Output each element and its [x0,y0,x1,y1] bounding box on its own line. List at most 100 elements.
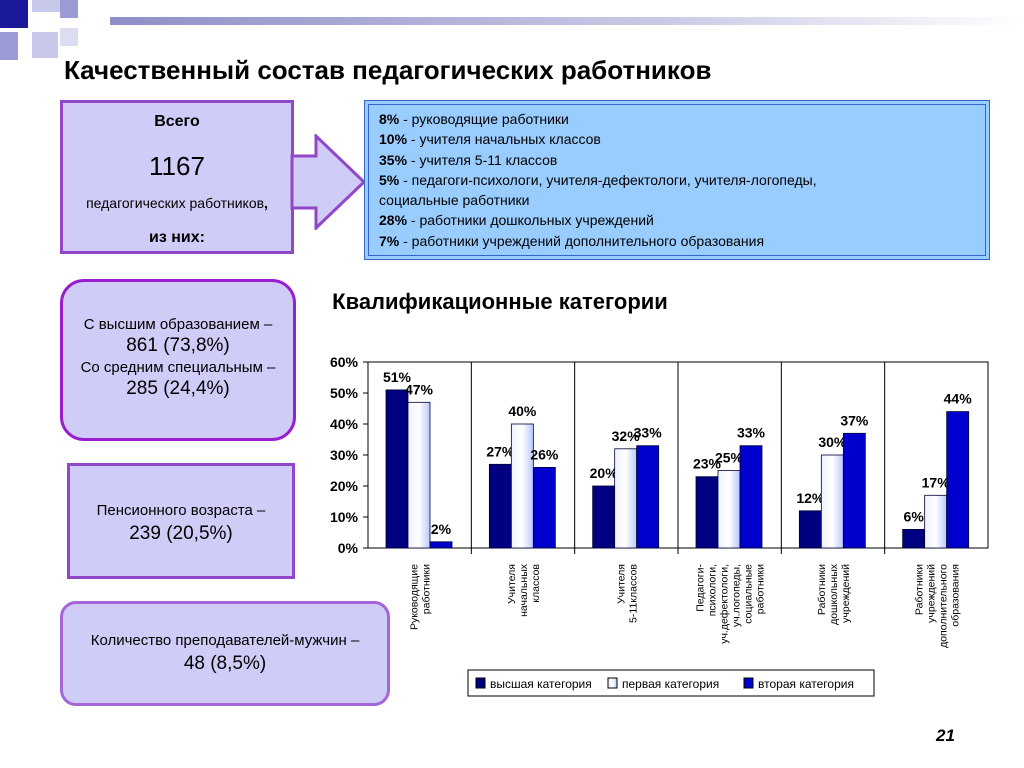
legend-label: вторая категория [758,677,854,691]
data-label: 6% [904,508,925,524]
y-tick-label: 60% [330,354,359,370]
composition-line: 10% - учителя начальных классов [379,131,601,148]
category-label: учреждений [840,564,852,623]
category-label: дошкольных [828,563,840,625]
total-number: 1167 [149,151,205,181]
data-label: 51% [383,369,412,385]
composition-line: 8% - руководящие работники [379,111,569,127]
corner-square-3 [60,0,78,18]
total-label: Всего [154,113,200,130]
y-tick-label: 30% [330,447,359,463]
data-label: 33% [737,425,766,441]
bar-0 [385,389,409,549]
bar-0 [695,476,719,549]
pension-value: 239 (20,5%) [129,523,233,544]
legend-label: первая категория [622,677,719,691]
data-label: 47% [405,381,434,397]
secondary-education-label: Со средним специальным – [80,359,276,376]
y-tick-label: 40% [330,416,359,432]
category-label: 5-11классов [627,564,639,623]
data-label: 44% [944,391,973,407]
total-staff-box: Всего 1167 педагогических работников, из… [60,100,294,254]
composition-box: 8% - руководящие работники 10% - учителя… [364,100,990,260]
total-description: педагогических работников, [86,195,268,211]
category-label: Педагоги- [695,564,707,612]
legend-swatch [607,677,618,689]
category-label: дополнительного [937,564,949,648]
bar-2 [739,445,763,549]
education-box: С высшим образованием – 861 (73,8%) Со с… [60,279,296,441]
bar-1 [510,423,534,549]
composition-line: 7% - работники учреждений дополнительног… [379,232,765,249]
chart-title: Квалификационные категории [332,289,668,314]
arrow-right-icon [290,134,367,230]
data-label: 27% [486,443,515,459]
legend-label: высшая категория [490,677,592,691]
category-label: начальных [518,563,530,617]
category-label: социальные [743,564,755,624]
y-tick-label: 0% [338,540,359,556]
data-label: 26% [530,446,559,462]
corner-square-5 [32,32,58,58]
data-label: 23% [693,456,722,472]
legend [467,669,875,697]
composition-line: 5% - педагоги-психологи, учителя-дефекто… [379,171,817,188]
bar-0 [592,485,616,549]
page-title: Качественный состав педагогических работ… [64,55,712,85]
composition-line: 28% - работники дошкольных учреждений [379,212,654,229]
category-label: Учителя [506,564,518,604]
data-label: 2% [431,521,452,537]
male-teachers-value: 48 (8,5%) [183,653,267,674]
data-label: 33% [634,425,663,441]
bar-0 [488,463,512,549]
data-label: 17% [922,474,951,490]
higher-education-label: С высшим образованием – [83,316,273,333]
corner-square-2 [32,0,60,12]
qualification-chart: 0% 10% 20% 30% 40% 50% 60% 51% 27% 20% 23% 12% 6% 47%… [330,354,989,697]
higher-education-value: 861 (73,8%) [126,335,230,356]
corner-square-4 [0,32,18,60]
male-teachers-label: Количество преподавателей-мужчин – [90,632,360,649]
y-tick-label: 10% [330,509,359,525]
total-of-which: из них: [149,229,205,246]
pension-label: Пенсионного возраста – [96,502,266,519]
category-label: классов [530,564,542,603]
data-label: 12% [796,490,825,506]
bar-2 [429,541,453,549]
category-label: работники [755,564,767,614]
category-label: уч.дефектологи, [719,564,731,644]
corner-square-6 [60,28,78,46]
category-label: психологи, [707,564,719,616]
bar-1 [717,470,741,549]
composition-line: социальные работники [379,192,530,209]
data-label: 20% [590,465,619,481]
bar-2 [842,432,866,549]
data-label: 30% [818,434,847,450]
bar-1 [924,494,948,549]
category-label: образования [949,564,961,627]
category-label: уч.логопеды, [731,564,743,627]
legend-swatch [475,677,486,689]
y-tick-label: 20% [330,478,359,494]
bar-1 [614,448,638,549]
category-label: Работники [913,564,925,615]
category-label: Руководящие [409,564,421,630]
bar-2 [532,467,556,549]
legend-swatch [743,677,754,689]
data-label: 40% [508,403,537,419]
secondary-education-value: 285 (24,4%) [126,378,230,399]
category-label: Учителя [615,564,627,604]
category-label: работники [421,564,433,614]
bar-1 [820,454,844,549]
bar-0 [798,510,822,549]
bar-2 [636,445,660,549]
bar-2 [946,411,970,549]
data-label: 37% [840,412,869,428]
bar-1 [407,401,431,549]
category-label: Работники [816,564,828,615]
data-label: 32% [612,428,641,444]
y-tick-label: 50% [330,385,359,401]
data-label: 25% [715,450,744,466]
male-teachers-box: Количество преподавателей-мужчин – 48 (8… [60,601,390,706]
corner-square-1 [0,0,28,28]
